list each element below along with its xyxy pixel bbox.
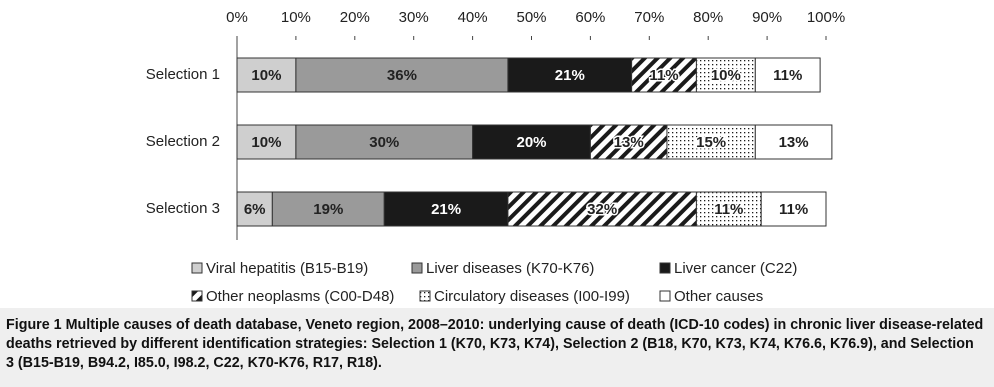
data-label: 21% [431, 201, 461, 218]
data-label: 30% [369, 134, 399, 151]
chart: 0% 10% 20% 30% 40% 50% 60% 70% 80% 90% 100% Selecti… [146, 9, 845, 305]
data-label: 15% [696, 134, 726, 151]
bar-segment [760, 191, 827, 227]
x-tick-label: 10% [281, 9, 311, 26]
legend-swatch [411, 262, 423, 274]
bar-segment [236, 57, 297, 93]
legend-swatch [659, 262, 671, 274]
bar-segment [695, 57, 756, 93]
x-tick-label: 20% [340, 9, 370, 26]
legend-label: Other neoplasms (C00-D48) [206, 288, 394, 305]
legend-swatch [659, 290, 671, 302]
data-label: 11% [714, 201, 743, 218]
x-tick-label: 60% [575, 9, 605, 26]
caption-label: Figure 1 [6, 317, 62, 333]
bar-segment [383, 191, 509, 227]
data-label: 13% [614, 134, 644, 151]
caption: Figure 1 Multiple causes of death databa… [0, 308, 994, 387]
x-tick-label: 0% [226, 9, 248, 26]
bar-segment [631, 57, 697, 93]
data-label: 19% [313, 201, 343, 218]
data-label: 36% [387, 67, 417, 84]
x-tick-label: 40% [458, 9, 488, 26]
bar-segment [754, 57, 821, 93]
data-label: 11% [773, 67, 802, 84]
x-tick-label: 70% [634, 9, 664, 26]
bar-segment [507, 191, 697, 227]
x-tick-label: 100% [807, 9, 845, 26]
y-tick-label: Selection 1 [146, 66, 220, 83]
data-label: 10% [251, 67, 281, 84]
data-label: 11% [649, 67, 678, 84]
bar-segment [754, 124, 833, 160]
x-tick-label: 50% [516, 9, 546, 26]
data-label: 10% [251, 134, 281, 151]
legend-label: Liver diseases (K70-K76) [426, 260, 594, 277]
bar-segment [507, 57, 633, 93]
bar-segment [295, 57, 509, 93]
legend-label: Viral hepatitis (B15-B19) [206, 260, 368, 277]
x-tick-label: 30% [399, 9, 429, 26]
data-label: 10% [711, 67, 741, 84]
legend-label: Liver cancer (C22) [674, 260, 797, 277]
data-label: 11% [779, 201, 808, 218]
data-label: 13% [779, 134, 809, 151]
bar-segment [236, 191, 273, 227]
bar-segment [271, 191, 385, 227]
bar-segment [589, 124, 668, 160]
bar-segment [472, 124, 591, 160]
caption-text: Multiple causes of death database, Venet… [6, 317, 984, 371]
legend-label: Circulatory diseases (I00-I99) [434, 288, 630, 305]
y-tick-label: Selection 3 [146, 200, 220, 217]
legend-swatch [191, 290, 203, 302]
legend-label: Other causes [674, 288, 763, 305]
x-tick-label: 90% [752, 9, 782, 26]
bar-segment [666, 124, 756, 160]
bar-segment [695, 191, 762, 227]
legend-swatch [419, 290, 431, 302]
data-label: 32% [587, 201, 617, 218]
data-label: 20% [516, 134, 546, 151]
x-tick-label: 80% [693, 9, 723, 26]
data-label: 21% [555, 67, 585, 84]
y-tick-label: Selection 2 [146, 133, 220, 150]
data-label: 6% [244, 201, 266, 218]
legend-swatch [191, 262, 203, 274]
bar-segment [236, 124, 297, 160]
